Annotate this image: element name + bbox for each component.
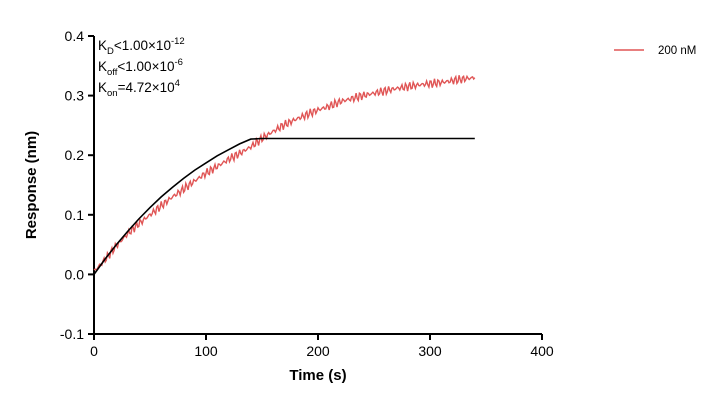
x-axis-title: Time (s): [289, 367, 346, 384]
series-line-200nm: [93, 74, 476, 271]
y-tick-label: 0.3: [65, 88, 85, 104]
y-tick-label: 0.1: [65, 207, 85, 223]
x-tick-label: 200: [306, 343, 330, 359]
x-tick-label: 100: [194, 343, 218, 359]
y-tick-label: -0.1: [60, 326, 84, 342]
kinetic-constant-off: Koff<1.00×10-6: [98, 57, 183, 78]
x-tick-label: 0: [90, 343, 98, 359]
y-tick-label: 0.0: [65, 266, 85, 282]
x-tick-label: 400: [530, 343, 554, 359]
y-axis-title: Response (nm): [23, 131, 40, 239]
kinetic-constant-D: KD<1.00×10-12: [98, 36, 185, 57]
axes: -0.1 0.0 0.1 0.2 0.3 0.4 0 100 200 300 400 Time (s)…: [23, 28, 554, 384]
plot-area: [93, 74, 476, 275]
legend: 200 nM: [614, 45, 696, 57]
y-tick-label: 0.4: [65, 28, 85, 44]
legend-label: 200 nM: [658, 45, 696, 57]
fit-curve: [93, 137, 475, 275]
kinetic-constant-on: Kon=4.72×104: [98, 78, 180, 99]
x-tick-label: 300: [418, 343, 442, 359]
y-tick-label: 0.2: [65, 147, 85, 163]
